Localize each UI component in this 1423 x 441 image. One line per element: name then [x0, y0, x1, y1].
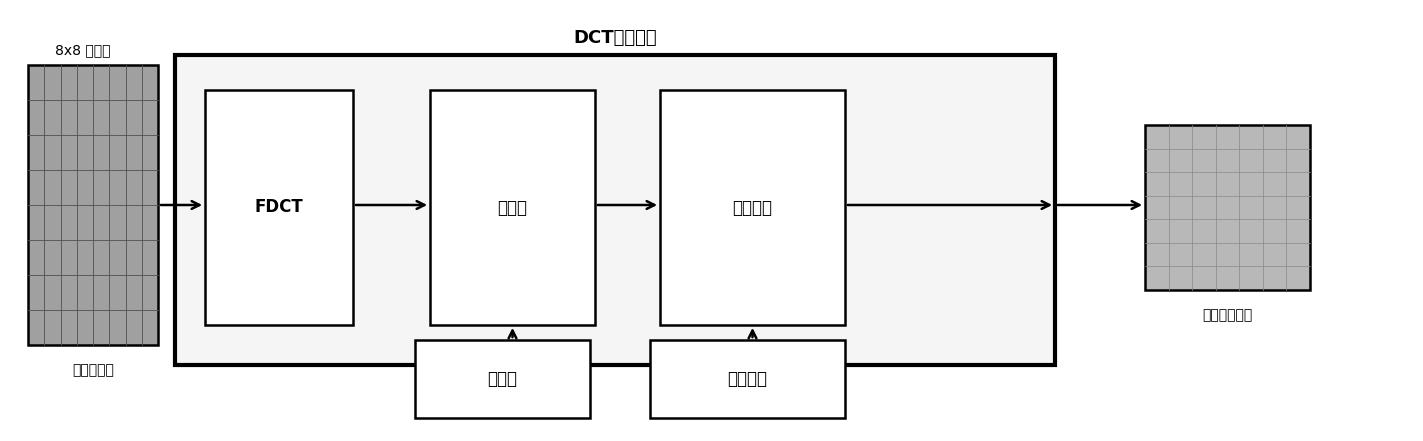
- Text: FDCT: FDCT: [255, 198, 303, 217]
- Bar: [430, 90, 595, 325]
- Text: 熵编码器: 熵编码器: [733, 198, 773, 217]
- Bar: [205, 90, 353, 325]
- Text: 量化器: 量化器: [498, 198, 528, 217]
- Text: 压缩图像数据: 压缩图像数据: [1202, 308, 1252, 322]
- Text: 源图像数据: 源图像数据: [73, 363, 114, 377]
- Bar: [416, 340, 591, 418]
- Bar: [175, 55, 1054, 365]
- Text: 熵缩码表: 熵缩码表: [727, 370, 767, 388]
- Bar: [28, 65, 158, 345]
- Bar: [660, 90, 845, 325]
- Text: 量化表: 量化表: [488, 370, 518, 388]
- Text: DCT基编码器: DCT基编码器: [573, 29, 657, 47]
- Bar: [1146, 125, 1311, 290]
- Bar: [650, 340, 845, 418]
- Text: 8x8 图象块: 8x8 图象块: [55, 43, 111, 57]
